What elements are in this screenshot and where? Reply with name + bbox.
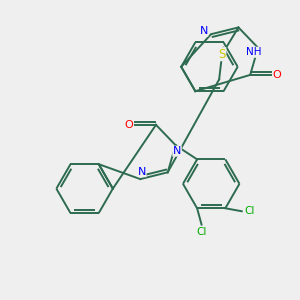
Text: Cl: Cl (196, 227, 207, 237)
Text: N: N (173, 146, 181, 156)
Text: N: N (138, 167, 146, 177)
Text: Cl: Cl (244, 206, 254, 216)
Text: O: O (273, 70, 281, 80)
Text: N: N (200, 26, 208, 36)
Text: S: S (218, 48, 226, 61)
Text: NH: NH (246, 47, 261, 57)
Text: O: O (124, 120, 133, 130)
